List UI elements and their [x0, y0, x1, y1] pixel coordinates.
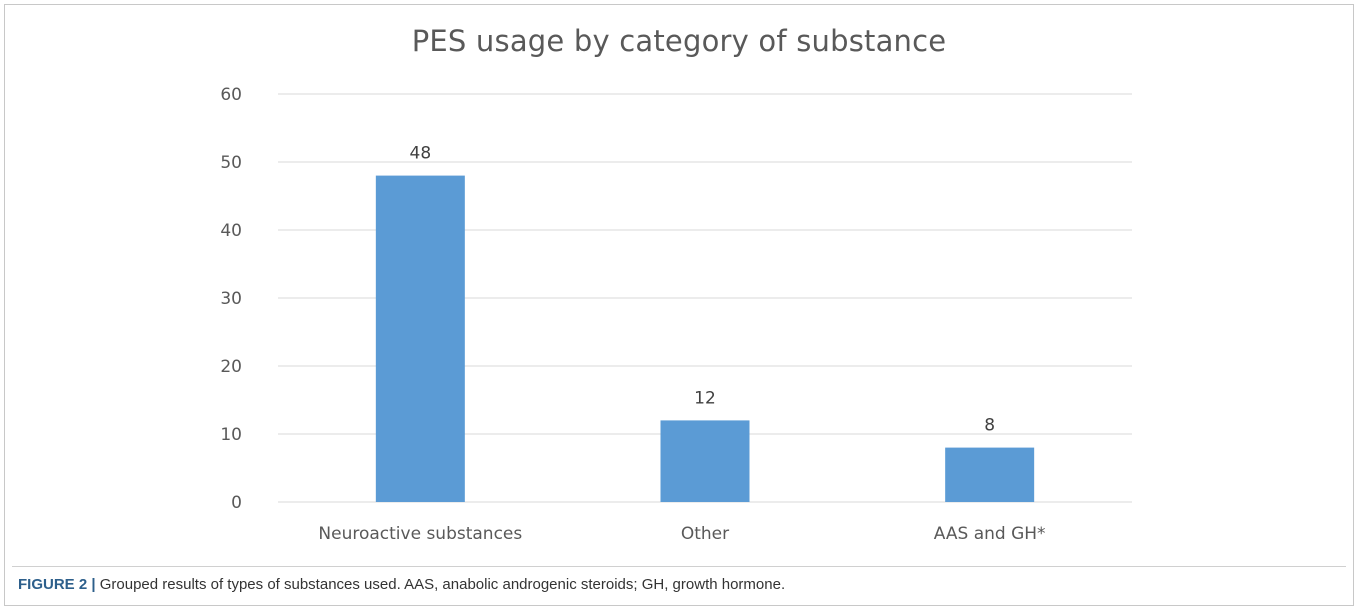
chart-title: PES usage by category of substance: [411, 24, 947, 58]
caption-text: Grouped results of types of substances u…: [99, 576, 786, 593]
figure-label: FIGURE 2: [18, 576, 88, 593]
bar: [375, 175, 465, 502]
data-label: 8: [984, 416, 995, 436]
bars: [375, 175, 1035, 502]
x-tick-label: AAS and GH*: [934, 524, 1046, 544]
y-tick-label: 40: [220, 221, 242, 241]
data-labels: 48 12 8: [410, 144, 996, 436]
caption-divider: [12, 566, 1346, 567]
y-tick-label: 30: [220, 289, 242, 309]
data-label: 12: [694, 388, 716, 408]
y-axis-ticks: 0 10 20 30 40 50 60: [220, 85, 242, 513]
x-axis-labels: Neuroactive substances Other AAS and GH*: [318, 524, 1045, 544]
figure-frame: [4, 4, 1354, 606]
x-tick-label: Other: [681, 524, 729, 544]
bar-chart: 0 10 20 30 40 50 60 48 12 8 Neuroactive substanc…: [220, 85, 1132, 544]
y-tick-label: 60: [220, 85, 242, 105]
y-tick-label: 20: [220, 357, 242, 377]
bar: [660, 420, 750, 502]
y-tick-label: 10: [220, 425, 242, 445]
figure-caption: FIGURE 2 | Grouped results of types of s…: [18, 576, 785, 593]
x-tick-label: Neuroactive substances: [318, 524, 522, 544]
y-tick-label: 0: [231, 493, 242, 513]
data-label: 48: [410, 144, 432, 164]
y-tick-label: 50: [220, 153, 242, 173]
bar: [945, 447, 1035, 502]
figure-label-separator: |: [91, 576, 96, 593]
